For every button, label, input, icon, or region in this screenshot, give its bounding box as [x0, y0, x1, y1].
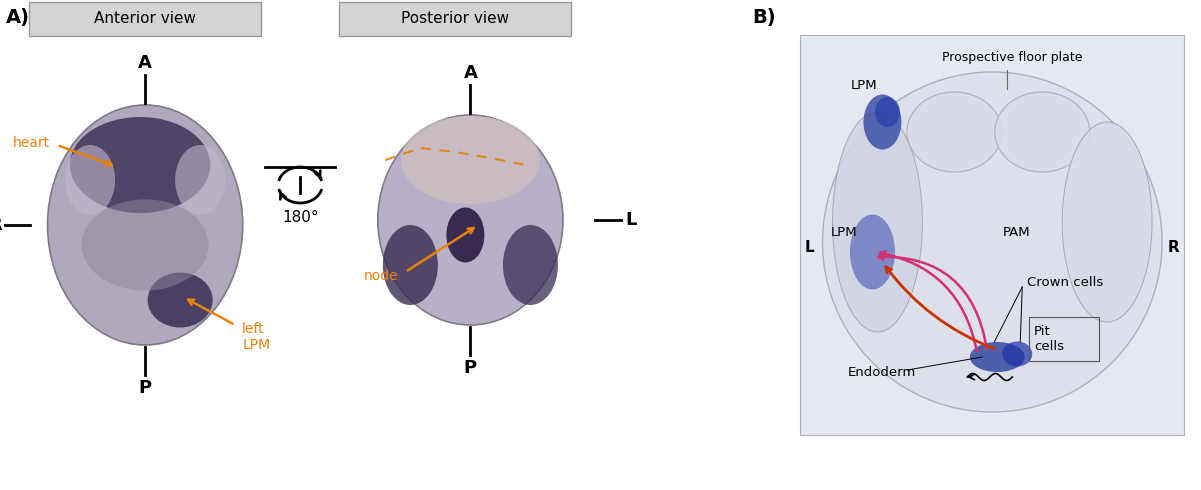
Text: Pit
cells: Pit cells [1034, 325, 1064, 353]
Text: L: L [805, 240, 814, 254]
Text: Crown cells: Crown cells [1027, 275, 1104, 289]
Text: P: P [138, 379, 151, 397]
Text: A: A [138, 54, 153, 72]
Ellipse shape [864, 95, 902, 149]
Text: Posterior view: Posterior view [401, 11, 509, 26]
FancyBboxPatch shape [29, 2, 262, 36]
Text: PAM: PAM [1003, 225, 1030, 239]
Ellipse shape [148, 272, 213, 327]
Ellipse shape [1003, 342, 1032, 367]
Text: LPM: LPM [831, 225, 858, 239]
Ellipse shape [65, 145, 115, 215]
Text: node: node [364, 269, 399, 283]
Text: Prospective floor plate: Prospective floor plate [942, 51, 1082, 64]
Text: B): B) [753, 8, 776, 27]
Ellipse shape [175, 145, 226, 215]
Text: LPM: LPM [852, 79, 878, 92]
Text: R: R [1167, 240, 1179, 254]
Ellipse shape [994, 92, 1089, 172]
Ellipse shape [378, 115, 563, 325]
Ellipse shape [401, 116, 539, 204]
Ellipse shape [447, 207, 484, 263]
FancyBboxPatch shape [800, 35, 1184, 435]
Ellipse shape [832, 112, 922, 332]
Text: Anterior view: Anterior view [94, 11, 196, 26]
Ellipse shape [1062, 122, 1152, 322]
FancyBboxPatch shape [340, 2, 572, 36]
Text: left
LPM: left LPM [243, 322, 270, 352]
Ellipse shape [907, 92, 1002, 172]
Text: R: R [0, 216, 2, 234]
Text: A): A) [6, 8, 30, 27]
Ellipse shape [823, 72, 1163, 412]
Text: P: P [464, 359, 477, 377]
Ellipse shape [48, 105, 243, 345]
Text: 180°: 180° [282, 210, 318, 225]
Text: L: L [626, 211, 637, 229]
Text: Endoderm: Endoderm [848, 366, 915, 378]
Text: heart: heart [13, 136, 50, 150]
Text: A: A [464, 64, 477, 82]
Ellipse shape [82, 199, 209, 291]
Ellipse shape [503, 225, 558, 305]
Ellipse shape [70, 117, 210, 213]
Ellipse shape [876, 97, 900, 127]
Ellipse shape [970, 342, 1024, 372]
Ellipse shape [850, 215, 895, 290]
Ellipse shape [383, 225, 438, 305]
